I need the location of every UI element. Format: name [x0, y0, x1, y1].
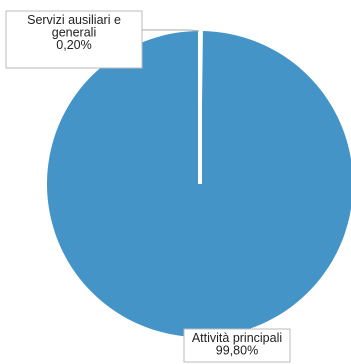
slice-value-label: 99,80% — [216, 344, 258, 358]
slice-name-label: Servizi ausiliari e — [27, 13, 121, 27]
leader-line — [142, 29, 200, 32]
slice-name-label: Attività principali — [192, 331, 282, 345]
slice-separator-edge — [199, 30, 203, 185]
label-box — [5, 10, 143, 69]
label-box — [183, 328, 291, 363]
slice-value-label: 0,20% — [56, 38, 91, 52]
slice-name-label: generali — [52, 26, 96, 40]
